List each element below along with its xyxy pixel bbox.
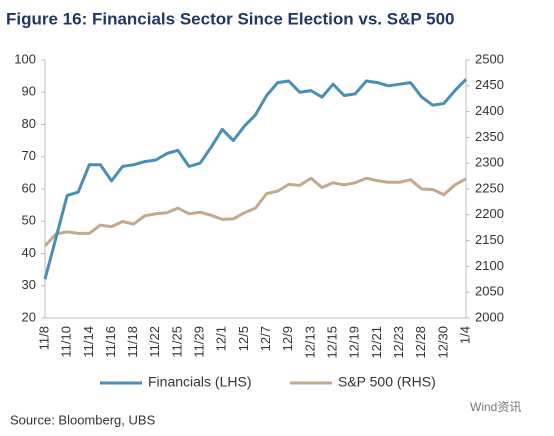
x-tick-label: 11/10: [59, 326, 74, 358]
x-tick-label: 11/29: [192, 326, 207, 358]
y-tick-label: 30: [22, 277, 36, 292]
y-tick-label: 90: [22, 84, 36, 99]
x-tick-label: 1/4: [457, 326, 472, 344]
chart-title: Figure 16: Financials Sector Since Elect…: [6, 9, 454, 28]
x-tick-label: 12/19: [347, 326, 362, 359]
y2-tick-label: 2500: [475, 51, 504, 66]
x-tick-label: 12/30: [435, 326, 450, 359]
y2-tick-label: 2250: [475, 180, 504, 195]
x-tick-label: 12/7: [258, 326, 273, 351]
y2-tick-label: 2400: [475, 103, 504, 118]
y-tick-label: 80: [22, 116, 36, 131]
y-tick-label: 70: [22, 148, 36, 163]
y2-tick-label: 2350: [475, 129, 504, 144]
y2-tick-label: 2150: [475, 232, 504, 247]
x-tick-label: 11/14: [81, 326, 96, 358]
x-tick-label: 11/18: [125, 326, 140, 358]
x-tick-label: 12/21: [369, 326, 384, 359]
x-tick-label: 11/22: [147, 326, 162, 358]
x-tick-label: 12/15: [324, 326, 339, 359]
y2-tick-label: 2200: [475, 206, 504, 221]
y-tick-label: 40: [22, 245, 36, 260]
y-tick-label: 100: [14, 51, 36, 66]
y-tick-label: 20: [22, 309, 36, 324]
y-tick-label: 60: [22, 180, 36, 195]
legend-label: S&P 500 (RHS): [338, 374, 436, 390]
series-line: [43, 78, 468, 280]
x-tick-label: 12/13: [302, 326, 317, 359]
legend-label: Financials (LHS): [148, 374, 251, 390]
x-tick-label: 11/8: [36, 326, 51, 350]
series-line: [43, 176, 467, 247]
x-tick-label: 12/1: [214, 326, 229, 351]
watermark: Wind资讯: [470, 400, 521, 414]
x-tick-label: 12/9: [280, 326, 295, 351]
x-tick-label: 12/5: [236, 326, 251, 351]
y2-tick-label: 2050: [475, 284, 504, 299]
y2-tick-label: 2000: [475, 309, 504, 324]
x-tick-label: 11/16: [103, 326, 118, 358]
y2-tick-label: 2450: [475, 77, 504, 92]
x-tick-label: 11/25: [169, 326, 184, 358]
source: Source: Bloomberg, UBS: [10, 412, 156, 427]
y2-tick-label: 2300: [475, 155, 504, 170]
x-tick-label: 12/28: [413, 326, 428, 359]
x-tick-label: 12/23: [391, 326, 406, 359]
y-tick-label: 50: [22, 213, 36, 228]
y2-tick-label: 2100: [475, 258, 504, 273]
